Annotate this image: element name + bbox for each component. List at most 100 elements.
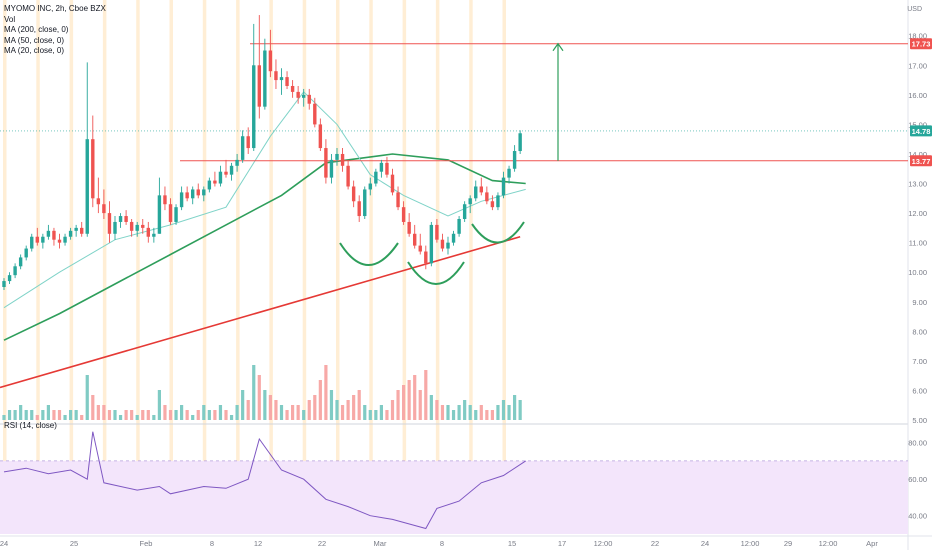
- candle-body: [396, 192, 400, 208]
- candle-body: [174, 207, 178, 222]
- candle-body: [340, 153, 345, 166]
- price-tick-label: 17.00: [908, 61, 927, 70]
- candle-body: [229, 165, 234, 175]
- session-stripe: [36, 0, 40, 534]
- candle-body: [141, 224, 145, 228]
- candle-body: [379, 162, 384, 172]
- time-tick-label: 22: [318, 539, 326, 548]
- candle-body: [413, 233, 417, 246]
- volume-bar: [191, 415, 195, 420]
- session-stripe: [502, 0, 506, 534]
- volume-bar: [513, 395, 517, 420]
- candle-body: [257, 65, 261, 107]
- candle-body: [224, 171, 228, 175]
- volume-bar: [2, 415, 6, 420]
- volume-bar: [501, 400, 506, 420]
- session-stripe: [169, 0, 173, 534]
- time-tick-label: Feb: [140, 539, 153, 548]
- volume-bar: [402, 385, 406, 420]
- time-tick-label: 12:00: [819, 539, 838, 548]
- candle-body: [107, 213, 112, 234]
- time-tick-label: 17: [558, 539, 566, 548]
- candle-body: [307, 94, 311, 104]
- price-tick-label: 6.00: [912, 386, 927, 395]
- volume-bar: [118, 415, 123, 420]
- volume-bar: [63, 415, 67, 420]
- candle-body: [57, 239, 62, 243]
- candle-body: [124, 216, 128, 222]
- volume-bar: [440, 405, 445, 420]
- volume-bar: [207, 410, 211, 420]
- volume-bar: [313, 395, 317, 420]
- candle-body: [302, 94, 306, 98]
- candle-body: [235, 159, 239, 166]
- volume-bar: [363, 405, 367, 420]
- volume-bar: [468, 405, 472, 420]
- session-stripe: [336, 0, 340, 534]
- volume-bar: [35, 415, 39, 420]
- candle-body: [96, 198, 101, 205]
- volume-bar: [374, 410, 378, 420]
- candle-body: [329, 159, 334, 178]
- candle-body: [324, 148, 328, 178]
- candle-body: [479, 186, 483, 193]
- volume-bar: [340, 405, 345, 420]
- session-stripe: [3, 0, 7, 534]
- candle-body: [18, 257, 23, 267]
- session-stripe: [136, 0, 140, 534]
- volume-bar: [157, 390, 161, 420]
- volume-bar: [463, 400, 467, 420]
- volume-bar: [429, 395, 433, 420]
- resistance-price-tag-bg: [910, 38, 932, 50]
- session-stripe: [435, 0, 440, 534]
- volume-bar: [229, 415, 234, 420]
- time-tick-label: 29: [784, 539, 792, 548]
- volume-bar: [446, 405, 450, 420]
- price-tick-label: 9.00: [912, 298, 927, 307]
- volume-bar: [435, 400, 439, 420]
- candle-body: [168, 204, 173, 222]
- candle-body: [468, 198, 472, 205]
- volume-bar: [218, 405, 223, 420]
- candle-body: [429, 224, 434, 264]
- volume-bar: [490, 410, 494, 420]
- volume-bar: [479, 405, 483, 420]
- candle-body: [263, 50, 267, 107]
- candle-body: [179, 192, 184, 208]
- candle-body: [368, 183, 372, 190]
- candle-body: [213, 180, 217, 184]
- candle-body: [118, 216, 123, 222]
- time-tick-label: Mar: [374, 539, 387, 548]
- candle-body: [363, 189, 367, 217]
- volume-bar: [213, 410, 217, 420]
- volume-bar: [451, 410, 456, 420]
- volume-bar: [246, 400, 250, 420]
- candle-body: [268, 50, 273, 72]
- legend: MYOMO INC, 2h, Cboe BZX Vol MA (200, clo…: [4, 4, 106, 57]
- last-price-tag-bg: [910, 125, 932, 137]
- candle-body: [157, 195, 162, 234]
- candle-body: [512, 151, 517, 169]
- pattern-arc-left: [339, 242, 399, 266]
- volume-bar: [457, 405, 461, 420]
- candle-body: [435, 224, 439, 240]
- volume-bar: [302, 410, 306, 420]
- volume-bar: [96, 405, 100, 420]
- volume-bar: [185, 410, 189, 420]
- candle-body: [285, 77, 289, 86]
- volume-bar: [235, 405, 239, 420]
- rsi-tick-label: 80.00: [908, 439, 927, 448]
- time-tick-label: 12:00: [594, 539, 613, 548]
- currency-label: USD: [907, 6, 922, 13]
- candle-body: [152, 233, 156, 237]
- candle-body: [52, 230, 56, 240]
- volume-bar: [141, 410, 145, 420]
- volume-bar: [196, 410, 200, 420]
- candle-body: [68, 230, 73, 237]
- price-tick-label: 18.00: [908, 32, 927, 41]
- time-tick-label: 12: [254, 539, 262, 548]
- ma50-label: MA (50, close, 0): [4, 35, 65, 45]
- time-tick-label: 15: [508, 539, 516, 548]
- candle-body: [401, 207, 406, 222]
